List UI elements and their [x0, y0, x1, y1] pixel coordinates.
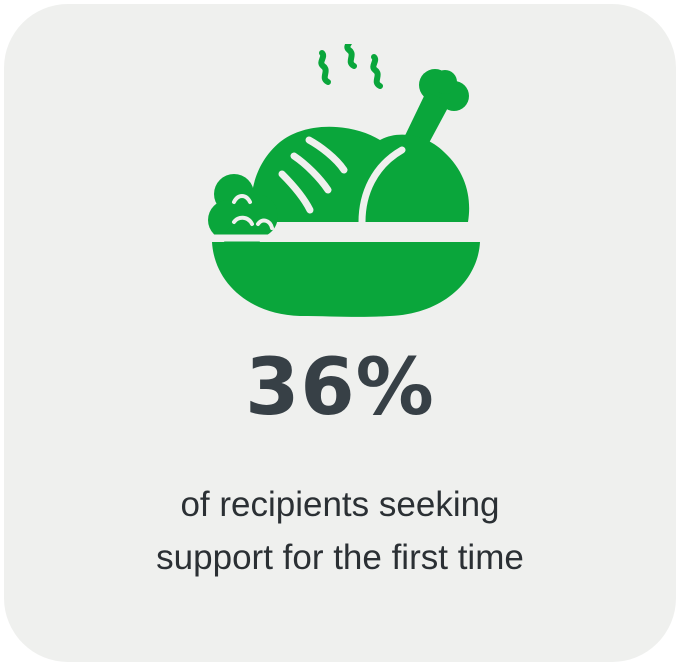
stat-card	[4, 4, 676, 662]
stat-caption: of recipients seeking support for the fi…	[156, 485, 524, 577]
roast-chicken-icon	[204, 44, 484, 324]
stat-value: 36%	[245, 343, 435, 433]
